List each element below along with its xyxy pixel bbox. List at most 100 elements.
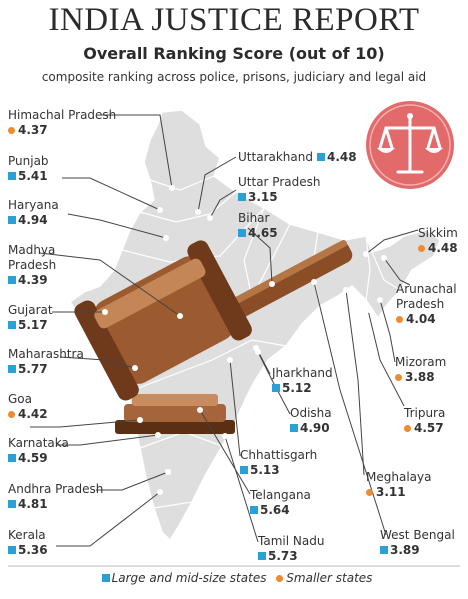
state-score: 5.17 [18,318,48,332]
label-goa: Goa 4.42 [8,392,48,422]
state-name: Jharkhand [272,366,333,380]
label-chhattisgarh: Chhattisgarh 5.13 [240,448,317,478]
large-state-legend-icon [101,574,110,582]
state-score: 4.90 [300,421,330,435]
state-name: Tripura [404,406,446,420]
state-name: Goa [8,392,32,406]
state-name: Telangana [250,488,311,502]
state-name: Uttar Pradesh [238,175,321,189]
state-score: 5.36 [18,543,48,557]
smaller-state-legend-icon [276,575,284,582]
state-score: 5.12 [282,381,312,395]
state-score: 3.89 [390,543,420,557]
state-name: Maharashtra [8,347,84,361]
large-state-marker-icon [258,552,266,560]
state-score: 4.04 [406,312,436,326]
large-state-marker-icon [250,506,258,514]
legend-large-label: Large and mid-size states [111,571,267,585]
label-tripura: Tripura 4.57 [404,406,445,436]
smaller-state-marker-icon [8,127,15,134]
label-odisha: Odisha 4.90 [290,406,332,436]
state-name: Kerala [8,528,46,542]
gavel-icon [74,240,353,434]
smaller-state-marker-icon [418,245,425,252]
label-mizoram: Mizoram 3.88 [395,355,446,385]
label-west-bengal: West Bengal 3.89 [380,528,455,558]
large-state-marker-icon [238,193,246,201]
state-score: 5.64 [260,503,290,517]
state-name: Sikkim [418,226,458,240]
large-state-marker-icon [8,321,16,329]
page-title: INDIA JUSTICE REPORT [48,2,420,38]
label-telangana: Telangana 5.64 [250,488,311,518]
state-name: Arunachal Pradesh [396,282,457,311]
state-name: Uttarakhand [238,150,313,164]
smaller-state-marker-icon [404,425,411,432]
state-score: 5.41 [18,169,48,183]
large-state-marker-icon [272,384,280,392]
state-score: 4.81 [18,497,48,511]
label-andhra-pradesh: Andhra Pradesh 4.81 [8,482,103,512]
label-karnataka: Karnataka 4.59 [8,436,69,466]
state-score: 4.37 [18,123,48,137]
state-name: Himachal Pradesh [8,108,117,122]
label-haryana: Haryana 4.94 [8,198,59,228]
large-state-marker-icon [240,466,248,474]
state-name: Mizoram [395,355,447,369]
state-score: 5.73 [268,549,298,563]
state-name: Chhattisgarh [240,448,318,462]
large-state-marker-icon [8,500,16,508]
state-name: Gujarat [8,303,53,317]
label-punjab: Punjab 5.41 [8,154,49,184]
label-tamil-nadu: Tamil Nadu 5.73 [258,534,324,564]
state-name: Madhya Pradesh [8,243,57,272]
large-state-marker-icon [8,454,16,462]
label-maharashtra: Maharashtra 5.77 [8,347,84,377]
state-name: Bihar [238,211,270,225]
label-gujarat: Gujarat 5.17 [8,303,53,333]
label-arunachal-pradesh: Arunachal Pradesh 4.04 [396,282,457,327]
smaller-state-marker-icon [396,316,403,323]
large-state-marker-icon [8,216,16,224]
smaller-state-marker-icon [395,374,402,381]
smaller-state-marker-icon [366,489,373,496]
label-kerala: Kerala 5.36 [8,528,48,558]
state-score: 3.15 [248,190,278,204]
state-name: Haryana [8,198,59,212]
state-score: 4.42 [18,407,48,421]
state-name: Andhra Pradesh [8,482,104,496]
state-score: 4.59 [18,451,48,465]
state-score: 4.48 [326,150,357,164]
state-score: 4.94 [18,213,48,227]
state-score: 3.11 [376,485,406,499]
state-name: Tamil Nadu [258,534,325,548]
smaller-state-marker-icon [8,411,15,418]
state-score: 3.88 [405,370,435,384]
large-state-marker-icon [8,172,16,180]
large-state-marker-icon [380,546,388,554]
legend: Large and mid-size states Smaller states [0,571,468,585]
label-uttar-pradesh: Uttar Pradesh 3.15 [238,175,320,205]
large-state-marker-icon [8,546,16,554]
leader-lines [30,114,419,547]
large-state-marker-icon [238,229,246,237]
large-state-marker-icon [8,365,16,373]
state-name: West Bengal [380,528,455,542]
state-score: 5.13 [250,463,280,477]
label-himachal-pradesh: Himachal Pradesh 4.37 [8,108,116,138]
legend-small-label: Smaller states [286,571,373,585]
state-name: Punjab [8,154,49,168]
chart-subtitle: Overall Ranking Score (out of 10) [83,44,385,63]
state-score: 4.57 [414,421,444,435]
large-state-marker-icon [316,153,325,161]
state-score: 5.77 [18,362,48,376]
state-name: Odisha [290,406,332,420]
label-meghalaya: Meghalaya 3.11 [366,470,431,500]
state-score: 4.48 [428,241,458,255]
state-markers [102,185,387,495]
chart-caption: composite ranking across police, prisons… [41,70,427,84]
label-jharkhand: Jharkhand 5.12 [272,366,333,396]
state-score: 4.39 [18,273,48,287]
